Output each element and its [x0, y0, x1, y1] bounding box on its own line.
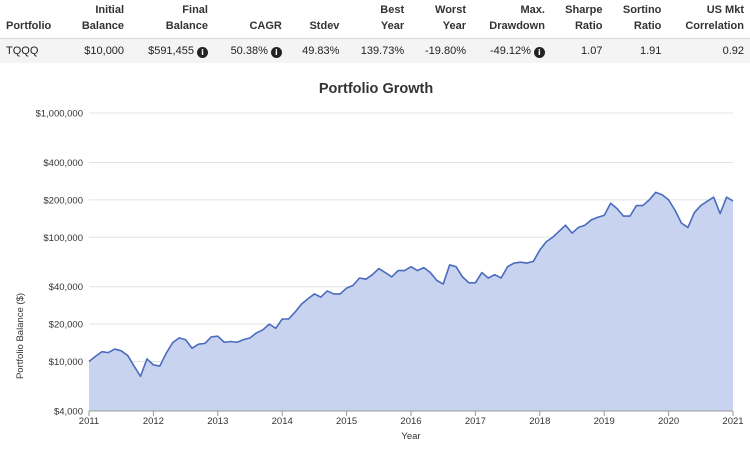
col-header-us-mkt-correlation: US Mkt Correlation — [685, 4, 744, 32]
portfolio-stats-table: Portfolio Initial Balance Final Balance CA… — [0, 0, 750, 63]
x-tick-label: 2021 — [722, 416, 743, 427]
chart-title: Portfolio Growth — [319, 81, 433, 97]
col-header-sortino-ratio: Sortino Ratio — [622, 4, 662, 32]
cell-sharpe-ratio: 1.07 — [581, 45, 603, 57]
y-tick-label: $200,000 — [43, 195, 83, 206]
x-tick-label: 2017 — [465, 416, 486, 427]
cell-us-mkt-correlation: 0.92 — [722, 45, 744, 57]
stats-header-row: Portfolio Initial Balance Final Balance CA… — [0, 0, 750, 39]
series-line — [88, 191, 734, 378]
y-axis-label: Portfolio Balance ($) — [15, 293, 26, 379]
y-tick-label: $100,000 — [43, 233, 83, 244]
cell-final-balance: $591,455 i — [130, 39, 214, 64]
col-header-best-year: Best Year — [380, 4, 405, 32]
col-header-final-balance: Final Balance — [165, 4, 208, 32]
cell-best-year: 139.73% — [360, 45, 405, 57]
col-header-max-drawdown: Max. Drawdown — [489, 4, 545, 32]
cell-worst-year: -19.80% — [425, 45, 466, 57]
cell-sortino-ratio: 1.91 — [639, 45, 662, 57]
x-tick-label: 2013 — [207, 416, 228, 427]
y-tick-label: $400,000 — [43, 158, 83, 169]
chart-series — [88, 191, 734, 411]
col-header-portfolio: Portfolio — [6, 20, 52, 32]
portfolio-growth-chart: Portfolio Growth $4,000 $10,000 $20,000 $40… — [15, 81, 744, 442]
cell-portfolio: TQQQ — [6, 45, 39, 57]
cell-cagr: 50.38% i — [214, 39, 288, 64]
y-tick-label: $4,000 — [54, 407, 83, 418]
info-circle-icon[interactable]: i — [196, 47, 208, 58]
x-tick-label: 2019 — [594, 416, 615, 427]
table-row: TQQQ $10,000 $591,455 i 50.38% i 49.83% 13… — [0, 38, 750, 64]
x-tick-label: 2016 — [400, 416, 421, 427]
x-tick-label: 2012 — [143, 416, 164, 427]
series-area — [89, 192, 733, 411]
y-tick-label: $20,000 — [49, 320, 83, 331]
info-circle-icon[interactable]: i — [533, 47, 545, 58]
col-header-sharpe-ratio: Sharpe Ratio — [565, 4, 603, 32]
x-tick-label: 2020 — [658, 416, 679, 427]
y-tick-label: $40,000 — [49, 282, 83, 293]
y-axis: $4,000 $10,000 $20,000 $40,000 $100,000 $200,… — [35, 109, 83, 418]
col-header-stdev: Stdev — [309, 20, 340, 32]
cell-max-drawdown: -49.12% i — [472, 39, 551, 64]
y-tick-label: $10,000 — [49, 357, 83, 368]
info-circle-icon[interactable]: i — [270, 47, 282, 58]
y-tick-label: $1,000,000 — [35, 109, 83, 120]
x-axis: 2011 2012 2013 2014 2015 2016 2017 2018 2019 2020… — [79, 410, 744, 427]
x-tick-label: 2018 — [529, 416, 550, 427]
col-header-worst-year: Worst Year — [435, 4, 466, 32]
x-tick-label: 2014 — [272, 416, 293, 427]
x-axis-label: Year — [401, 431, 420, 442]
cell-initial-balance: $10,000 — [84, 45, 125, 57]
x-tick-label: 2015 — [336, 416, 357, 427]
col-header-cagr: CAGR — [249, 20, 282, 32]
cell-stdev: 49.83% — [302, 45, 340, 57]
col-header-initial-balance: Initial Balance — [81, 4, 125, 32]
x-tick-label: 2011 — [79, 416, 99, 427]
